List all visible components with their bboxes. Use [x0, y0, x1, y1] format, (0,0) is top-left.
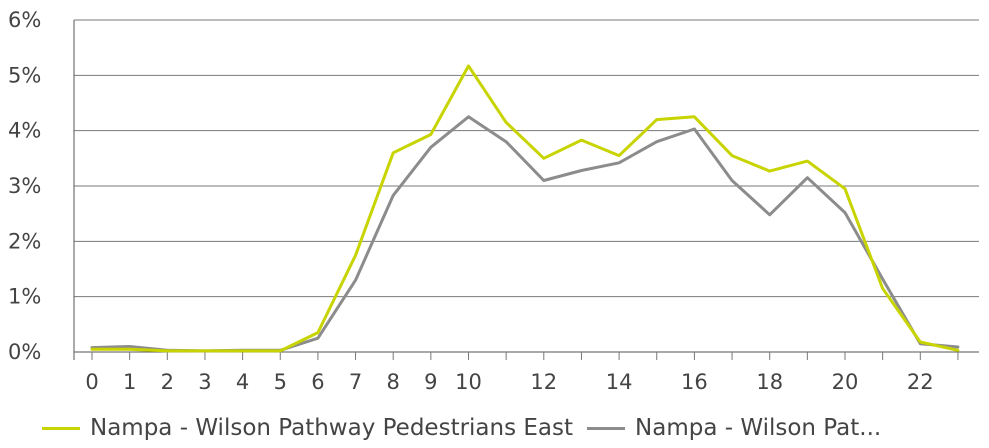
legend-item-series-2[interactable]: Nampa - Wilson Pat...	[587, 415, 881, 441]
series-line-2	[90, 115, 960, 353]
y-tick-label-6: 6%	[8, 8, 41, 32]
legend-swatch-series-1	[42, 426, 80, 430]
x-tick-label-7: 7	[349, 370, 362, 394]
x-tick-label-2: 2	[161, 370, 174, 394]
series-lines	[90, 64, 960, 353]
legend: Nampa - Wilson Pathway Pedestrians East …	[0, 408, 989, 448]
x-tick-label-16: 22	[907, 370, 934, 394]
x-tick-label-12: 14	[606, 370, 633, 394]
x-tick-label-0: 0	[85, 370, 98, 394]
x-tick-label-4: 4	[236, 370, 249, 394]
x-tick-label-5: 5	[274, 370, 287, 394]
x-axis-tick-labels: 0 1 2 3 4 5 6 7 8 9 10 12 14 16 18 20 22	[85, 370, 933, 394]
x-tick-label-14: 18	[756, 370, 783, 394]
y-tick-label-1: 1%	[8, 285, 41, 309]
y-tick-label-0: 0%	[8, 340, 41, 364]
y-tick-label-2: 2%	[8, 229, 41, 253]
legend-label-series-1: Nampa - Wilson Pathway Pedestrians East	[90, 415, 574, 441]
x-tick-label-9: 9	[424, 370, 437, 394]
y-axis-tick-labels: 0% 1% 2% 3% 4% 5% 6%	[8, 8, 41, 364]
legend-label-series-2: Nampa - Wilson Pat...	[635, 415, 882, 441]
x-tick-label-1: 1	[123, 370, 136, 394]
axes	[73, 20, 979, 360]
x-tick-label-6: 6	[311, 370, 324, 394]
grid-lines	[74, 19, 979, 298]
y-tick-label-5: 5%	[8, 63, 41, 87]
y-tick-label-4: 4%	[8, 119, 41, 143]
series-line-1	[90, 64, 960, 353]
line-chart: 0%1%2%3%4%5%6% 0 1 2 3 4 5 6 7 8 9 10 12 14 16 18 20 22	[8, 8, 979, 394]
x-tick-label-8: 8	[387, 370, 400, 394]
x-tick-label-3: 3	[198, 370, 211, 394]
y-tick-label-3: 3%	[8, 174, 41, 198]
legend-swatch-series-2	[587, 426, 626, 430]
x-tick-label-15: 20	[832, 370, 859, 394]
legend-item-series-1[interactable]: Nampa - Wilson Pathway Pedestrians East	[42, 415, 573, 441]
x-tick-label-10: 10	[455, 370, 482, 394]
x-tick-label-11: 12	[530, 370, 557, 394]
x-tick-label-13: 16	[681, 370, 708, 394]
